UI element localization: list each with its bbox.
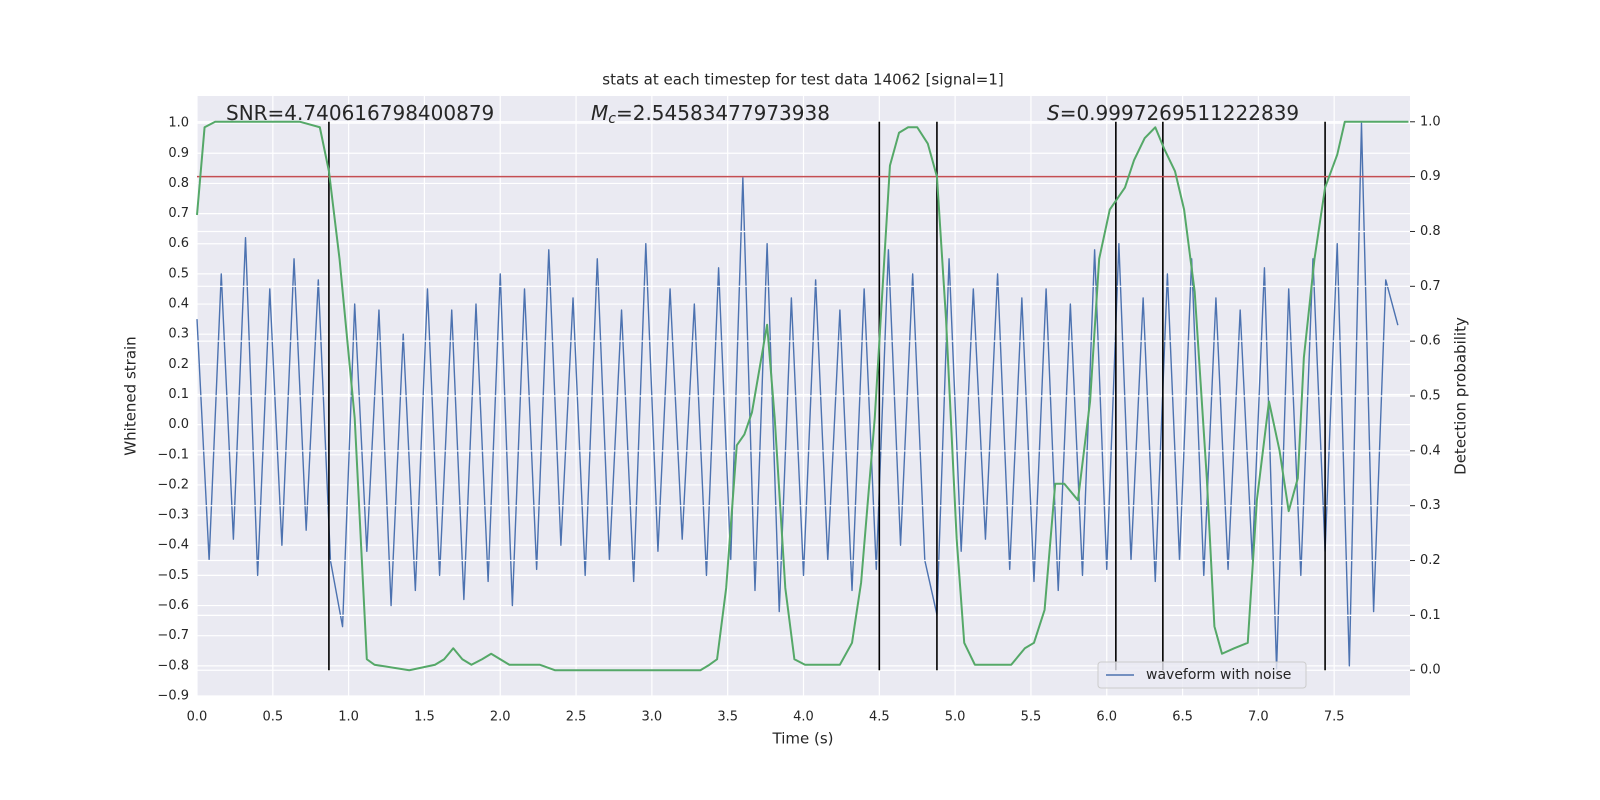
y-tick-label: 0.2 bbox=[168, 357, 189, 372]
y2-tick-label: 0.4 bbox=[1420, 443, 1441, 458]
x-tick-label: 7.5 bbox=[1324, 710, 1345, 725]
y-tick-label: 0.4 bbox=[168, 297, 189, 312]
x-tick-label: 2.0 bbox=[490, 710, 511, 725]
y2-tick-label: 1.0 bbox=[1420, 114, 1441, 129]
s-symbol: S bbox=[1047, 101, 1060, 125]
y2-axis-label: Detection probability bbox=[1452, 317, 1470, 475]
x-tick-label: 1.0 bbox=[338, 710, 359, 725]
x-tick-label: 5.0 bbox=[945, 710, 966, 725]
x-tick-label: 4.0 bbox=[793, 710, 814, 725]
y2-tick-label: 0.1 bbox=[1420, 608, 1441, 623]
mc-symbol: M bbox=[591, 101, 608, 125]
y2-tick-label: 0.9 bbox=[1420, 169, 1441, 184]
x-tick-label: 0.5 bbox=[262, 710, 283, 725]
y-tick-label: −0.6 bbox=[157, 598, 189, 613]
x-tick-label: 0.0 bbox=[187, 710, 208, 725]
y2-tick-label: 0.3 bbox=[1420, 498, 1441, 513]
y-tick-label: 0.9 bbox=[168, 146, 189, 161]
mc-annotation: Mc=2.54583477973938 bbox=[591, 101, 830, 128]
legend-box bbox=[1097, 661, 1307, 689]
y-tick-label: 0.6 bbox=[168, 236, 189, 251]
y2-tick-label: 0.2 bbox=[1420, 553, 1441, 568]
snr-text: SNR=4.740616798400879 bbox=[226, 101, 494, 125]
y2-tick-label: 0.5 bbox=[1420, 389, 1441, 404]
y2-tick-label: 0.6 bbox=[1420, 334, 1441, 349]
y-tick-label: −0.7 bbox=[157, 628, 189, 643]
waveform-layer bbox=[196, 122, 1399, 670]
y2-tick-label: 0.0 bbox=[1420, 663, 1441, 678]
y-tick-label: 0.7 bbox=[168, 206, 189, 221]
snr-annotation: SNR=4.740616798400879 bbox=[226, 101, 494, 125]
y-tick-label: −0.5 bbox=[157, 568, 189, 583]
x-tick-label: 3.5 bbox=[717, 710, 738, 725]
x-tick-label: 3.0 bbox=[642, 710, 663, 725]
x-tick-label: 5.5 bbox=[1021, 710, 1042, 725]
x-tick-label: 6.0 bbox=[1096, 710, 1117, 725]
x-tick-label: 4.5 bbox=[869, 710, 890, 725]
y-tick-label: −0.3 bbox=[157, 508, 189, 523]
x-tick-label: 6.5 bbox=[1172, 710, 1193, 725]
x-axis-label: Time (s) bbox=[772, 730, 834, 748]
x-tick-label: 1.5 bbox=[414, 710, 435, 725]
mc-subscript: c bbox=[608, 111, 616, 127]
x-tick-label: 2.5 bbox=[566, 710, 587, 725]
y-tick-label: −0.2 bbox=[157, 477, 189, 492]
y-tick-label: 0.5 bbox=[168, 266, 189, 281]
mc-text: =2.54583477973938 bbox=[616, 101, 830, 125]
y-tick-label: −0.9 bbox=[157, 689, 189, 704]
chart-title: stats at each timestep for test data 140… bbox=[602, 71, 1003, 89]
series-line bbox=[196, 120, 1409, 672]
legend-label: waveform with noise bbox=[1146, 667, 1291, 683]
y-tick-label: −0.4 bbox=[157, 538, 189, 553]
s-annotation: S=0.9997269511222839 bbox=[1047, 101, 1299, 125]
y-axis-label: Whitened strain bbox=[122, 336, 140, 455]
s-text: =0.9997269511222839 bbox=[1060, 101, 1299, 125]
y-tick-label: 0.1 bbox=[168, 387, 189, 402]
y-tick-label: −0.1 bbox=[157, 447, 189, 462]
y-tick-label: 0.0 bbox=[168, 417, 189, 432]
y-tick-label: 0.8 bbox=[168, 176, 189, 191]
y2-tick-label: 0.7 bbox=[1420, 279, 1441, 294]
y-tick-label: 1.0 bbox=[168, 116, 189, 131]
y-tick-label: 0.3 bbox=[168, 327, 189, 342]
series-line bbox=[196, 122, 1399, 670]
y2-tick-label: 0.8 bbox=[1420, 224, 1441, 239]
y-tick-label: −0.8 bbox=[157, 658, 189, 673]
x-tick-label: 7.0 bbox=[1248, 710, 1269, 725]
